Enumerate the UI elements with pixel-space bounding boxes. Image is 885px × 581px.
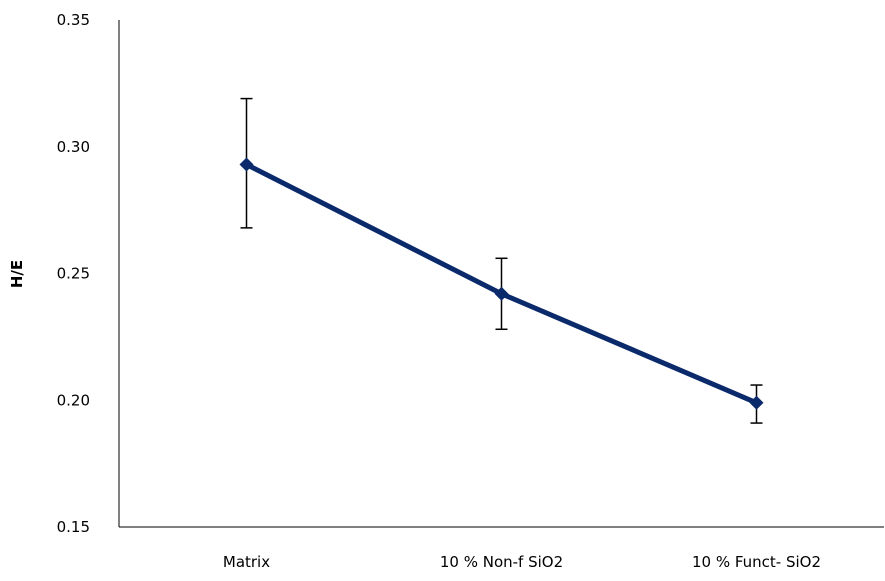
y-tick-label: 0.20 <box>57 391 90 409</box>
data-point <box>749 395 764 410</box>
y-axis-ticks: 0.15 0.20 0.25 0.30 0.35 <box>57 11 90 536</box>
series-group <box>239 157 764 410</box>
y-axis-title: H/E <box>8 260 26 288</box>
y-tick-label: 0.35 <box>57 11 90 29</box>
y-tick-label: 0.15 <box>57 518 90 536</box>
y-tick-label: 0.25 <box>57 265 90 283</box>
x-tick-label: Matrix <box>223 553 270 571</box>
x-tick-label: 10 % Non-f SiO2 <box>440 553 563 571</box>
x-tick-label: 10 % Funct- SiO2 <box>692 553 821 571</box>
data-point <box>494 286 509 301</box>
data-point <box>239 157 254 172</box>
x-axis-ticks: Matrix 10 % Non-f SiO2 10 % Funct- SiO2 <box>223 553 821 571</box>
y-tick-label: 0.30 <box>57 138 90 156</box>
